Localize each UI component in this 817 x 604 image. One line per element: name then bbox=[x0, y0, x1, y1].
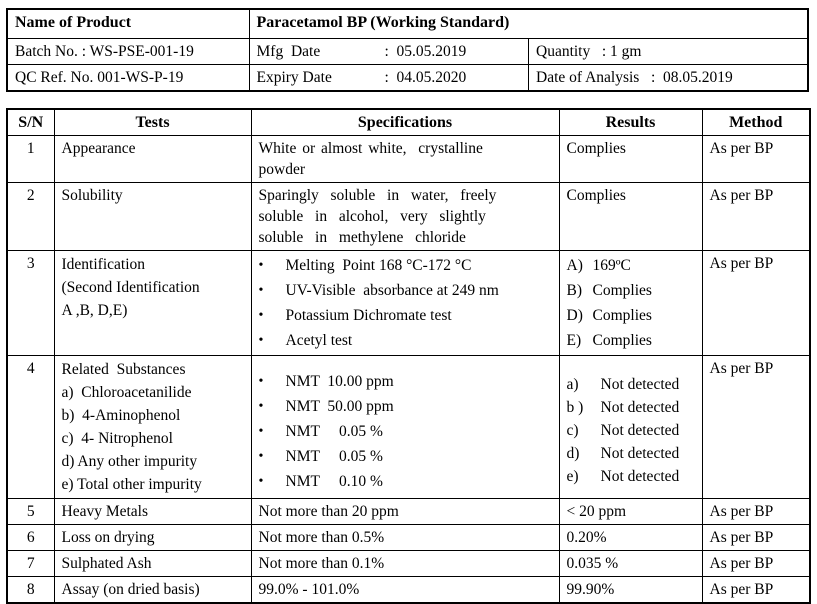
spec-cell: Sparingly soluble in water, freely solub… bbox=[251, 183, 559, 251]
result-cell: Complies bbox=[559, 183, 702, 251]
results-table: S/N Tests Specifications Results Method … bbox=[6, 108, 811, 604]
test-cell: Identification (Second Identification A … bbox=[54, 251, 251, 356]
test-cell: Loss on drying bbox=[54, 525, 251, 551]
result-cell: Complies bbox=[559, 136, 702, 183]
sn-cell: 6 bbox=[7, 525, 54, 551]
col-header-results: Results bbox=[559, 109, 702, 136]
result-cell: a)Not detected b )Not detected c)Not det… bbox=[559, 356, 702, 499]
table-row: 6 Loss on drying Not more than 0.5% 0.20… bbox=[7, 525, 810, 551]
mfg-date-label: Mfg Date bbox=[257, 41, 385, 62]
date-of-analysis: Date of Analysis : 08.05.2019 bbox=[529, 64, 809, 91]
table-row: 3 Identification (Second Identification … bbox=[7, 251, 810, 356]
bullet-icon: • bbox=[259, 469, 286, 494]
table-row: 5 Heavy Metals Not more than 20 ppm < 20… bbox=[7, 499, 810, 525]
test-cell: Related Substances a) Chloroacetanilide … bbox=[54, 356, 251, 499]
sn-cell: 5 bbox=[7, 499, 54, 525]
test-cell: Appearance bbox=[54, 136, 251, 183]
name-of-product-label: Name of Product bbox=[7, 9, 249, 38]
sn-cell: 1 bbox=[7, 136, 54, 183]
table-row: 7 Sulphated Ash Not more than 0.1% 0.035… bbox=[7, 551, 810, 577]
sn-cell: 8 bbox=[7, 577, 54, 604]
bullet-icon: • bbox=[259, 303, 286, 328]
qc-ref-no: QC Ref. No. 001-WS-P-19 bbox=[7, 64, 249, 91]
bullet-icon: • bbox=[259, 419, 286, 444]
bullet-icon: • bbox=[259, 328, 286, 353]
table-row: 2 Solubility Sparingly soluble in water,… bbox=[7, 183, 810, 251]
spec-cell: Not more than 20 ppm bbox=[251, 499, 559, 525]
table-header-row: S/N Tests Specifications Results Method bbox=[7, 109, 810, 136]
result-cell: 99.90% bbox=[559, 577, 702, 604]
sn-cell: 3 bbox=[7, 251, 54, 356]
test-cell: Sulphated Ash bbox=[54, 551, 251, 577]
method-cell: As per BP bbox=[702, 577, 810, 604]
expiry-date-label: Expiry Date bbox=[257, 67, 385, 88]
bullet-icon: • bbox=[259, 444, 286, 469]
method-cell: As per BP bbox=[702, 551, 810, 577]
col-header-specifications: Specifications bbox=[251, 109, 559, 136]
test-cell: Solubility bbox=[54, 183, 251, 251]
expiry-date-value: : 04.05.2020 bbox=[385, 67, 467, 88]
sn-cell: 7 bbox=[7, 551, 54, 577]
spec-cell: •NMT 10.00 ppm •NMT 50.00 ppm •NMT 0.05 … bbox=[251, 356, 559, 499]
method-cell: As per BP bbox=[702, 251, 810, 356]
mfg-date: Mfg Date : 05.05.2019 bbox=[249, 38, 529, 64]
col-header-method: Method bbox=[702, 109, 810, 136]
product-name: Paracetamol BP (Working Standard) bbox=[249, 9, 808, 38]
test-cell: Heavy Metals bbox=[54, 499, 251, 525]
result-cell: A)169ºC B)Complies D)Complies E)Complies bbox=[559, 251, 702, 356]
table-row: Name of Product Paracetamol BP (Working … bbox=[7, 9, 808, 38]
test-cell: Assay (on dried basis) bbox=[54, 577, 251, 604]
mfg-date-value: : 05.05.2019 bbox=[385, 41, 467, 62]
col-header-tests: Tests bbox=[54, 109, 251, 136]
method-cell: As per BP bbox=[702, 183, 810, 251]
result-cell: 0.20% bbox=[559, 525, 702, 551]
spec-cell: White or almost white, crystalline powde… bbox=[251, 136, 559, 183]
table-row: 1 Appearance White or almost white, crys… bbox=[7, 136, 810, 183]
product-info-table: Name of Product Paracetamol BP (Working … bbox=[6, 8, 809, 92]
bullet-icon: • bbox=[259, 278, 286, 303]
method-cell: As per BP bbox=[702, 136, 810, 183]
method-cell: As per BP bbox=[702, 356, 810, 499]
table-row: 8 Assay (on dried basis) 99.0% - 101.0% … bbox=[7, 577, 810, 604]
quantity: Quantity : 1 gm bbox=[529, 38, 809, 64]
bullet-icon: • bbox=[259, 253, 286, 278]
sn-cell: 4 bbox=[7, 356, 54, 499]
spec-cell: 99.0% - 101.0% bbox=[251, 577, 559, 604]
sn-cell: 2 bbox=[7, 183, 54, 251]
spec-cell: Not more than 0.5% bbox=[251, 525, 559, 551]
bullet-icon: • bbox=[259, 369, 286, 394]
result-cell: 0.035 % bbox=[559, 551, 702, 577]
spec-cell: •Melting Point 168 °C-172 °C •UV-Visible… bbox=[251, 251, 559, 356]
result-cell: < 20 ppm bbox=[559, 499, 702, 525]
batch-no: Batch No. : WS-PSE-001-19 bbox=[7, 38, 249, 64]
table-row: 4 Related Substances a) Chloroacetanilid… bbox=[7, 356, 810, 499]
table-row: QC Ref. No. 001-WS-P-19 Expiry Date : 04… bbox=[7, 64, 808, 91]
method-cell: As per BP bbox=[702, 499, 810, 525]
expiry-date: Expiry Date : 04.05.2020 bbox=[249, 64, 529, 91]
spec-cell: Not more than 0.1% bbox=[251, 551, 559, 577]
bullet-icon: • bbox=[259, 394, 286, 419]
col-header-sn: S/N bbox=[7, 109, 54, 136]
table-row: Batch No. : WS-PSE-001-19 Mfg Date : 05.… bbox=[7, 38, 808, 64]
method-cell: As per BP bbox=[702, 525, 810, 551]
